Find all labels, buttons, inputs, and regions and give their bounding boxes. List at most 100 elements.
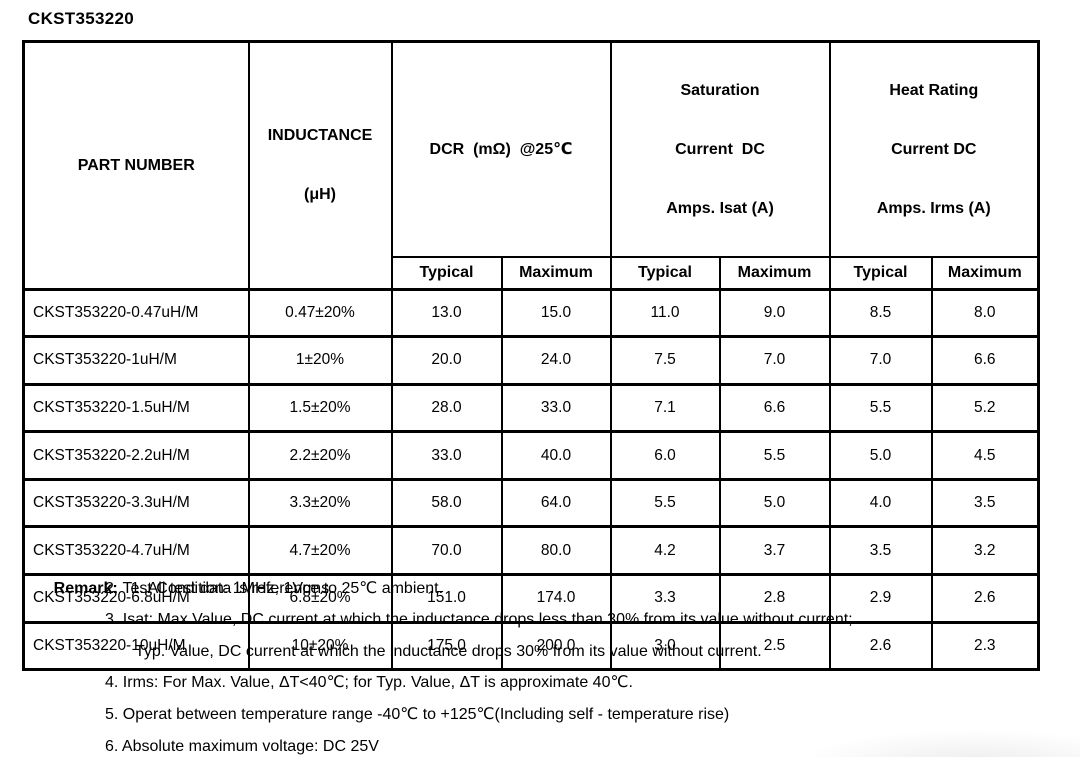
- value-cell: 7.0: [718, 335, 831, 386]
- heat-rating-group-header: Heat Rating Current DC Amps. Irms (A): [828, 40, 1040, 258]
- value-cell: 2.3: [930, 620, 1040, 671]
- value-cell: 6.6: [718, 382, 831, 433]
- value-cell: 8.5: [828, 287, 933, 338]
- value-cell: 2.6: [828, 620, 933, 671]
- value-cell: 7.1: [609, 382, 721, 433]
- value-cell: 33.0: [390, 430, 503, 481]
- table-row: CKST353220-0.47uH/M 0.47±20% 13.0 15.0 11.0 9…: [22, 287, 1040, 338]
- saturation-group-header: Saturation Current DC Amps. Isat (A): [609, 40, 831, 258]
- dcr-typical-header: Typical: [390, 256, 503, 290]
- part-number-cell: CKST353220-3.3uH/M: [22, 477, 250, 528]
- table-row: CKST353220-10uH/M 10±20% 175.0 200.0 3.0 2.5 2…: [22, 620, 1040, 671]
- value-cell: 2.2±20%: [247, 430, 393, 481]
- value-cell: 4.2: [609, 525, 721, 576]
- value-cell: 4.0: [828, 477, 933, 528]
- table-row: CKST353220-2.2uH/M 2.2±20% 33.0 40.0 6.0 5.5 5…: [22, 430, 1040, 481]
- value-cell: 3.3: [609, 573, 721, 624]
- table-row: CKST353220-1.5uH/M 1.5±20% 28.0 33.0 7.1 6.6 5…: [22, 382, 1040, 433]
- value-cell: 3.3±20%: [247, 477, 393, 528]
- value-cell: 5.5: [828, 382, 933, 433]
- dcr-group-header: DCR (mΩ) @25℃: [390, 40, 612, 258]
- table-row: CKST353220-6.8uH/M 6.8±20% 151.0 174.0 3.3 2.…: [22, 573, 1040, 624]
- heat-rating-header-line2: Current DC: [891, 141, 977, 158]
- value-cell: 200.0: [500, 620, 612, 671]
- table-header: PART NUMBER INDUCTANCE (μH) DCR (mΩ) @25…: [22, 40, 1040, 290]
- saturation-header-line2: Current DC: [675, 141, 765, 158]
- irms-typical-header: Typical: [828, 256, 933, 290]
- value-cell: 33.0: [500, 382, 612, 433]
- value-cell: 2.6: [930, 573, 1040, 624]
- value-cell: 3.5: [828, 525, 933, 576]
- value-cell: 2.9: [828, 573, 933, 624]
- part-number-cell: CKST353220-4.7uH/M: [22, 525, 250, 576]
- value-cell: 6.6: [930, 335, 1040, 386]
- value-cell: 70.0: [390, 525, 503, 576]
- value-cell: 8.0: [930, 287, 1040, 338]
- value-cell: 28.0: [390, 382, 503, 433]
- value-cell: 9.0: [718, 287, 831, 338]
- part-number-cell: CKST353220-10uH/M: [22, 620, 250, 671]
- value-cell: 1.5±20%: [247, 382, 393, 433]
- part-number-cell: CKST353220-2.2uH/M: [22, 430, 250, 481]
- irms-maximum-header: Maximum: [930, 256, 1040, 290]
- part-number-cell: CKST353220-1uH/M: [22, 335, 250, 386]
- value-cell: 4.5: [930, 430, 1040, 481]
- value-cell: 7.5: [609, 335, 721, 386]
- part-number-cell: CKST353220-0.47uH/M: [22, 287, 250, 338]
- value-cell: 0.47±20%: [247, 287, 393, 338]
- value-cell: 40.0: [500, 430, 612, 481]
- remark-line: Remark: 1. All test data is reference to …: [27, 541, 1057, 597]
- part-number-cell: CKST353220-1.5uH/M: [22, 382, 250, 433]
- value-cell: 174.0: [500, 573, 612, 624]
- value-cell: 5.0: [828, 430, 933, 481]
- table-row: CKST353220-4.7uH/M 4.7±20% 70.0 80.0 4.2 3.7 3…: [22, 525, 1040, 576]
- isat-maximum-header: Maximum: [718, 256, 831, 290]
- value-cell: 11.0: [609, 287, 721, 338]
- value-cell: 6.0: [609, 430, 721, 481]
- value-cell: 58.0: [390, 477, 503, 528]
- page-title: CKST353220: [28, 9, 135, 28]
- remark-item-3-continued: Typ. Value, DC current at which the indu…: [135, 642, 762, 660]
- value-cell: 5.5: [718, 430, 831, 481]
- remark-item-2: 2. Test Condition: 1MHz, 1Vrms: [105, 579, 330, 597]
- dcr-group-header-label: DCR (mΩ) @25℃: [429, 141, 573, 158]
- value-cell: 24.0: [500, 335, 612, 386]
- value-cell: 2.5: [718, 620, 831, 671]
- remark-item-1: 1. All test data is reference to 25℃ amb…: [130, 579, 444, 597]
- value-cell: 7.0: [828, 335, 933, 386]
- value-cell: 20.0: [390, 335, 503, 386]
- remark-item-4: 4. Irms: For Max. Value, ΔT<40℃; for Typ…: [105, 674, 633, 692]
- value-cell: 3.2: [930, 525, 1040, 576]
- inductance-header-line2: (μH): [304, 186, 336, 204]
- spec-table: PART NUMBER INDUCTANCE (μH) DCR (mΩ) @25…: [22, 40, 1041, 672]
- saturation-header-line3: Amps. Isat (A): [666, 200, 774, 217]
- isat-typical-header: Typical: [609, 256, 721, 290]
- value-cell: 5.5: [609, 477, 721, 528]
- part-number-header-label: PART NUMBER: [77, 156, 195, 174]
- table-body: CKST353220-0.47uH/M 0.47±20% 13.0 15.0 11.0 9…: [22, 287, 1040, 671]
- value-cell: 15.0: [500, 287, 612, 338]
- remarks-section: Remark: 1. All test data is reference to …: [27, 541, 1057, 757]
- value-cell: 6.8±20%: [247, 573, 393, 624]
- heat-rating-header-line3: Amps. Irms (A): [876, 200, 991, 217]
- value-cell: 64.0: [500, 477, 612, 528]
- dcr-maximum-header: Maximum: [500, 256, 612, 290]
- remark-item-6: 6. Absolute maximum voltage: DC 25V: [105, 737, 379, 755]
- value-cell: 1±20%: [247, 335, 393, 386]
- inductance-header: INDUCTANCE (μH): [247, 40, 393, 290]
- heat-rating-header-line1: Heat Rating: [889, 82, 979, 99]
- part-number-cell: CKST353220-6.8uH/M: [22, 573, 250, 624]
- value-cell: 10±20%: [247, 620, 393, 671]
- value-cell: 5.2: [930, 382, 1040, 433]
- value-cell: 2.8: [718, 573, 831, 624]
- value-cell: 13.0: [390, 287, 503, 338]
- remark-item-3: 3. Isat: Max.Value, DC current at which …: [105, 611, 853, 629]
- remark-label: Remark:: [53, 579, 118, 597]
- value-cell: 80.0: [500, 525, 612, 576]
- value-cell: 3.0: [609, 620, 721, 671]
- value-cell: 3.7: [718, 525, 831, 576]
- value-cell: 175.0: [390, 620, 503, 671]
- table-row: CKST353220-3.3uH/M 3.3±20% 58.0 64.0 5.5 5.0 4…: [22, 477, 1040, 528]
- inductance-header-line1: INDUCTANCE: [267, 127, 373, 145]
